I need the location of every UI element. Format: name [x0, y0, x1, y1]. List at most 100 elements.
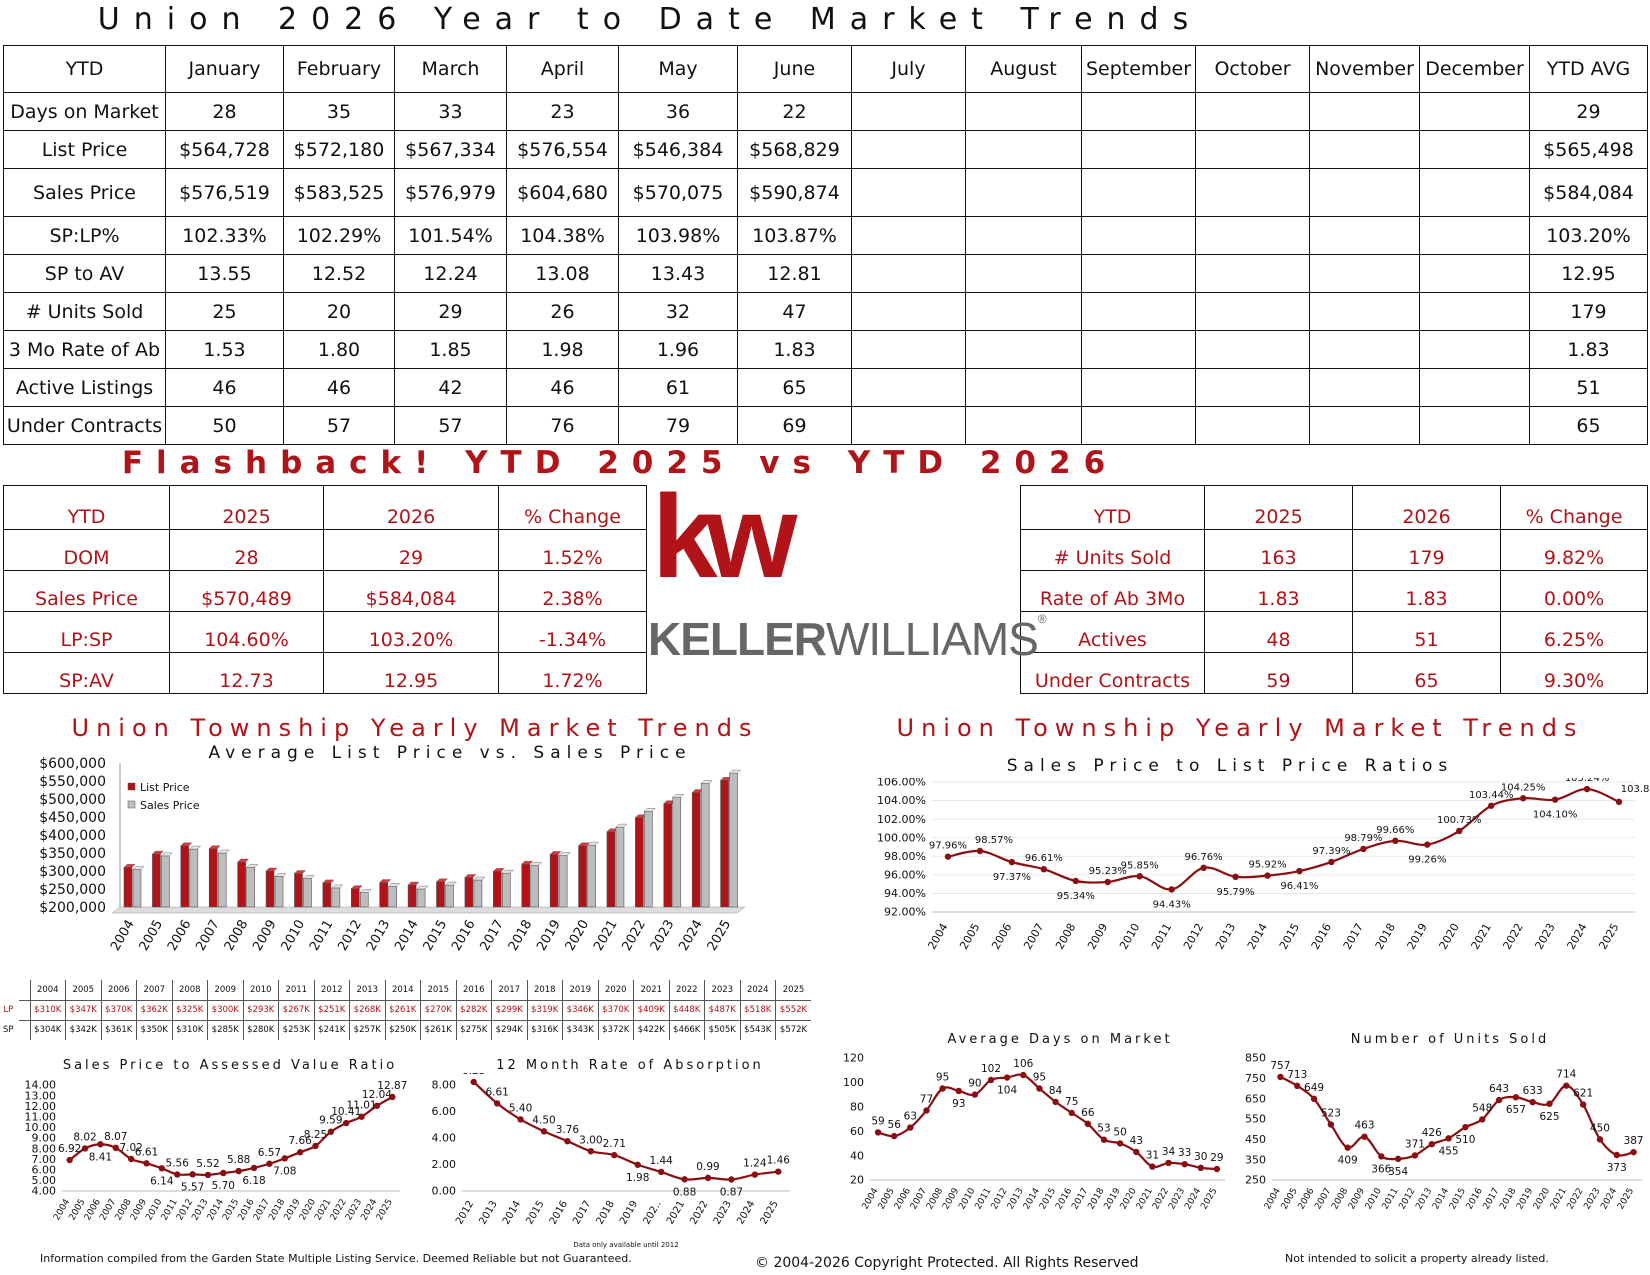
bar [720, 779, 729, 908]
lpsp-cell: $310K [29, 1000, 66, 1021]
bar-top [587, 841, 600, 846]
table-row: 3 Mo Rate of Ab 1.53 1.80 1.85 1.98 1.96 1.83 1… [3, 330, 1648, 369]
bar-top [237, 858, 250, 863]
bar-top [331, 884, 344, 889]
data-point [220, 1169, 227, 1177]
y-tick-label: 750 [1245, 1072, 1266, 1085]
row-label: Sales Price [3, 168, 166, 217]
table-cell [1309, 130, 1420, 169]
footer-disclaimer: Not intended to solicit a property alrea… [1285, 1252, 1549, 1265]
bar [521, 863, 531, 908]
bar [700, 783, 710, 908]
keller-williams-logo: kw KELLERWILLIAMS® [648, 478, 1047, 665]
table-cell [1195, 368, 1310, 407]
bar [322, 882, 332, 908]
data-label: 95.92% [1248, 860, 1286, 871]
flashback-cell: 179 [1352, 529, 1501, 571]
bar-top [521, 860, 534, 865]
table-cell [1195, 406, 1310, 445]
flashback-row: Under Contracts 59 65 9.30% [1020, 652, 1648, 694]
x-tick-label: 2014 [501, 1199, 523, 1227]
table-cell: $564,728 [165, 130, 284, 169]
header-cell: April [506, 45, 619, 93]
table-cell [1309, 168, 1420, 217]
flashback-cell: 2026 [323, 485, 499, 530]
y-tick-label: 6.00 [32, 1163, 57, 1176]
data-point [1116, 1140, 1124, 1147]
bar-top [322, 879, 335, 884]
table-cell: 101.54% [394, 216, 507, 255]
table-row: List Price $564,728 $572,180 $567,334 $576,5… [3, 130, 1648, 169]
bar-top [217, 849, 230, 854]
data-label: 29 [1210, 1152, 1223, 1164]
bar-top [672, 794, 685, 798]
data-point [1040, 865, 1048, 873]
lpsp-cell: $285K [207, 1020, 244, 1040]
bar [587, 844, 596, 908]
table-cell: 57 [283, 406, 395, 445]
data-label: 96.41% [1280, 881, 1318, 892]
bar-top [416, 885, 429, 890]
table-cell [1081, 216, 1196, 255]
x-tick-label: 2014 [1245, 921, 1270, 952]
table-cell [851, 254, 966, 293]
data-label: 6.18 [242, 1175, 265, 1187]
table-cell [851, 168, 966, 217]
table-cell [1309, 216, 1420, 255]
flashback-cell: 9.30% [1500, 652, 1648, 694]
table-cell: 12.95 [1529, 254, 1648, 293]
bar [152, 853, 161, 908]
bar [416, 888, 426, 908]
lpsp-cell: $275K [455, 1020, 492, 1040]
y-tick-label: 250 [1245, 1174, 1266, 1187]
y-tick-label: 100.00% [877, 831, 926, 844]
y-tick-label: 92.00% [884, 906, 926, 919]
x-tick-label: 2015 [524, 1199, 546, 1227]
flashback-cell: 51 [1352, 611, 1501, 653]
header-cell: December [1419, 45, 1530, 93]
x-tick-label: 2016 [1309, 921, 1334, 952]
bar [606, 831, 616, 908]
flashback-row: LP:SP 104.60% 103.20% -1.34% [3, 611, 647, 653]
data-point [1563, 1082, 1570, 1089]
kw-mark: kw [652, 471, 797, 603]
sp-lp-ratio-chart: 92.00% 94.00% 96.00% 98.00% 100.00% 102.00% 10… [877, 778, 1650, 952]
data-point [1310, 1095, 1318, 1103]
y-tick-label: 106.00% [877, 778, 926, 789]
table-cell [851, 92, 966, 131]
x-tick-label: 2018 [506, 918, 536, 954]
data-label: 366 [1371, 1163, 1391, 1175]
absorption-note: Data only available until 2012 [573, 1241, 679, 1249]
x-tick-label: 2012 [454, 1199, 476, 1227]
lpsp-row: SP $304K $342K $361K $350K $310K $285K $280K $25… [3, 1020, 812, 1040]
flashback-cell: 0.00% [1500, 570, 1648, 612]
lpsp-cell: $261K [420, 1020, 457, 1040]
x-tick-label: 2009 [1085, 921, 1110, 952]
table-cell [1195, 292, 1310, 331]
lpsp-cell: $543K [739, 1020, 776, 1040]
table-cell [1081, 330, 1196, 369]
lpsp-cell: 2018 [526, 980, 563, 1001]
bar [502, 872, 511, 908]
table-cell: 28 [165, 92, 284, 131]
data-point [127, 1155, 135, 1163]
data-point [1165, 1159, 1172, 1167]
data-point [1411, 1152, 1419, 1159]
lpsp-cell: $572K [775, 1020, 812, 1040]
data-point [1378, 1153, 1385, 1160]
table-cell [1081, 130, 1196, 169]
header-cell: March [394, 45, 507, 93]
bar-top [132, 866, 145, 870]
data-point [1529, 1098, 1536, 1106]
lpsp-row-label [3, 980, 15, 1001]
x-tick-label: 2019 [618, 1199, 640, 1227]
lpsp-cell: $257K [349, 1020, 386, 1040]
data-label: 31 [1146, 1150, 1159, 1162]
lpsp-cell: $268K [349, 1000, 386, 1021]
data-point [1579, 1101, 1587, 1108]
table-cell [851, 368, 966, 407]
bar [663, 803, 673, 908]
lpsp-row-label: SP [3, 1025, 14, 1036]
table-cell: 33 [394, 92, 507, 131]
lpsp-cell: $282K [455, 1000, 492, 1021]
